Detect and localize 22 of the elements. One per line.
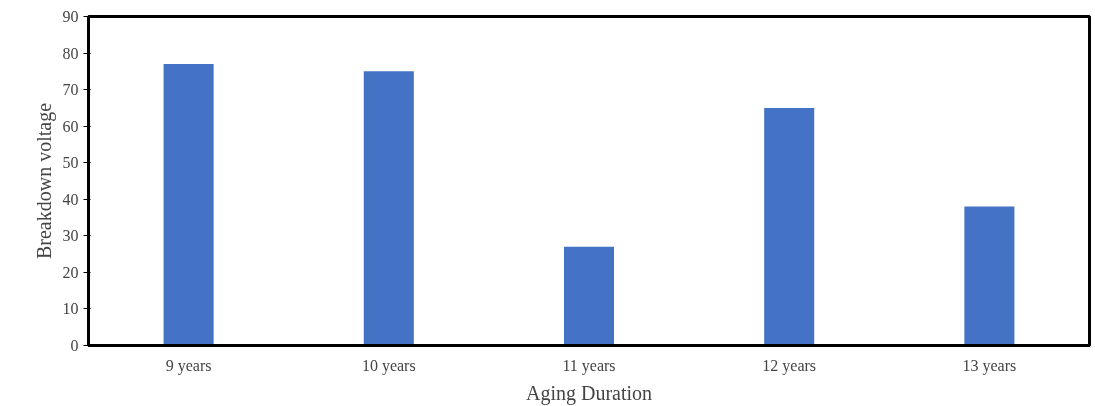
bar (363, 71, 414, 346)
x-tick-label: 13 years (962, 356, 1017, 375)
x-tick-label: 10 years (361, 356, 416, 375)
y-tick-label: 80 (62, 44, 79, 62)
x-axis-title: Aging Duration (525, 381, 653, 405)
x-tick-label: 11 years (562, 356, 616, 375)
y-tick-label: 0 (70, 337, 79, 354)
bar (163, 64, 214, 346)
y-tick-label: 50 (62, 154, 79, 172)
x-tick-label: 9 years (165, 356, 212, 375)
y-tick-label: 70 (62, 81, 79, 99)
y-tick-label: 20 (62, 263, 79, 281)
y-tick-label: 60 (62, 117, 79, 135)
y-tick-label: 10 (62, 300, 79, 318)
y-axis-title: Breakdown voltage (32, 102, 56, 260)
bar (563, 246, 615, 346)
y-tick-label: 30 (62, 227, 79, 245)
y-tick-label: 40 (62, 190, 79, 208)
x-tick-label: 12 years (762, 356, 817, 375)
bar (764, 107, 815, 346)
y-tick-label: 90 (62, 8, 79, 25)
bar (964, 206, 1015, 346)
